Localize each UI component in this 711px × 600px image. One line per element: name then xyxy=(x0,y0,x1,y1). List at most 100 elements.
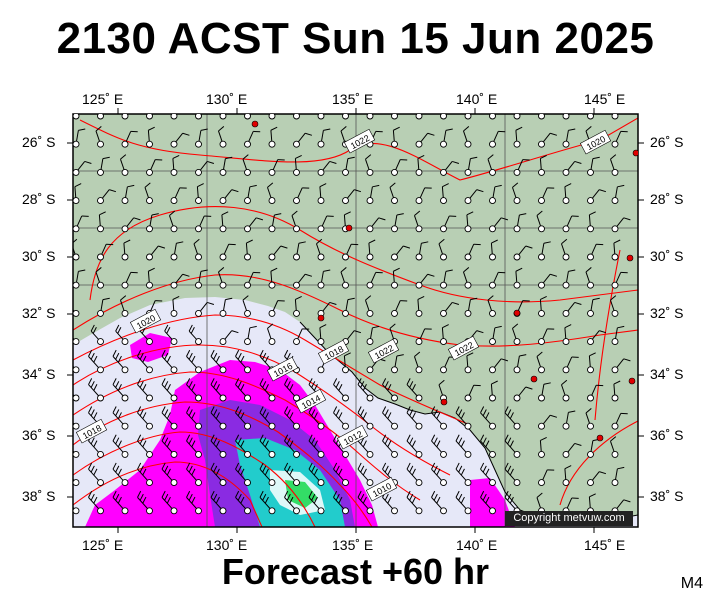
wind-barb-feather xyxy=(389,323,396,329)
wind-barb-feather xyxy=(78,269,86,272)
wind-barb-feather xyxy=(378,217,386,221)
station-marker xyxy=(244,394,251,402)
lat-label-26: 26˚ S xyxy=(22,134,56,150)
wind-barb-feather xyxy=(231,330,239,334)
wind-barb-feather xyxy=(382,406,387,414)
wind-barb-feather xyxy=(311,493,316,501)
station-marker xyxy=(317,168,325,176)
wind-barb-feather xyxy=(599,189,607,193)
wind-barb-feather xyxy=(623,499,631,503)
station-marker xyxy=(415,507,423,515)
wind-barb-feather xyxy=(494,184,502,188)
station-marker xyxy=(342,168,349,176)
station-marker xyxy=(342,394,349,402)
station-marker xyxy=(415,281,423,289)
station-marker xyxy=(121,309,129,317)
wind-barb-feather xyxy=(186,434,191,442)
wind-barb-feather xyxy=(507,437,512,445)
station-marker xyxy=(342,422,349,430)
station-marker xyxy=(587,197,594,205)
wind-barb-feather xyxy=(262,437,267,445)
town-marker xyxy=(626,254,634,262)
lat-label-28: 28˚ S xyxy=(22,191,56,207)
station-marker xyxy=(170,422,178,430)
wind-barb-feather xyxy=(433,493,438,501)
wind-barb-feather xyxy=(161,349,166,357)
wind-barb-feather xyxy=(617,325,625,329)
wind-barb-feather xyxy=(69,469,72,475)
wind-barb-feather xyxy=(515,267,523,272)
wind-barb-feather xyxy=(215,440,220,448)
station-marker xyxy=(219,422,227,430)
station-marker xyxy=(73,422,80,430)
wind-barb-feather xyxy=(550,273,558,277)
wind-barb-feather xyxy=(313,496,318,504)
station-marker xyxy=(538,366,545,374)
wind-barb-feather xyxy=(281,105,288,107)
wind-barb-feather xyxy=(112,434,117,442)
station-marker xyxy=(562,225,570,233)
station-marker xyxy=(513,366,521,374)
wind-barb-feather xyxy=(142,440,147,448)
station-marker xyxy=(464,366,472,374)
wind-barb-feather xyxy=(182,273,190,277)
station-marker xyxy=(268,479,276,487)
wind-barb-feather xyxy=(295,295,302,300)
station-marker xyxy=(538,197,545,205)
wind-barb-feather xyxy=(186,490,191,498)
wind-barb-feather xyxy=(213,437,218,445)
wind-barb-feather xyxy=(164,381,169,388)
wind-barb-feather xyxy=(476,189,484,193)
station-marker xyxy=(440,168,447,176)
station-marker xyxy=(219,338,227,346)
station-marker xyxy=(317,225,325,233)
station-marker xyxy=(366,309,374,317)
station-marker xyxy=(611,253,619,261)
wind-barb-feather xyxy=(207,160,215,164)
wind-barb-feather xyxy=(237,381,242,388)
station-marker xyxy=(587,309,594,317)
station-marker xyxy=(244,422,251,430)
wind-barb-feather xyxy=(360,493,365,501)
wind-barb-feather xyxy=(264,468,269,476)
station-marker xyxy=(121,253,129,261)
wind-barb-feather xyxy=(210,434,215,442)
wind-barb-feather xyxy=(231,189,239,193)
station-marker xyxy=(293,197,300,205)
wind-barb-feather xyxy=(536,492,543,498)
wind-barb-feather xyxy=(445,128,453,131)
wind-barb-feather xyxy=(148,126,155,131)
station-marker xyxy=(415,450,423,458)
lon-label-130-bottom: 130˚ E xyxy=(206,537,248,553)
station-marker xyxy=(391,114,398,120)
station-marker xyxy=(195,366,202,374)
wind-barb-feather xyxy=(166,384,171,391)
wind-barb-feather xyxy=(433,465,438,473)
station-marker xyxy=(366,168,374,176)
station-marker xyxy=(73,309,80,317)
station-marker xyxy=(73,394,80,402)
wind-barb-feather xyxy=(115,381,120,388)
wind-barb-feather xyxy=(71,98,76,103)
wind-barb-feather xyxy=(242,154,249,160)
lat-label-36: 36˚ S xyxy=(22,427,56,443)
station-marker xyxy=(195,140,202,148)
wind-barb-feather xyxy=(235,349,240,357)
wind-barb-feather xyxy=(215,355,220,363)
lat-label-30: 30˚ S xyxy=(22,248,56,264)
wind-barb-feather xyxy=(406,434,411,442)
wind-barb-feather xyxy=(335,381,340,388)
station-marker xyxy=(244,253,251,261)
station-marker xyxy=(146,366,153,374)
wind-barb-feather xyxy=(421,101,428,102)
station-marker xyxy=(73,281,80,289)
wind-barb-feather xyxy=(354,330,362,334)
wind-barb-feather xyxy=(617,184,625,188)
wind-barb-feather xyxy=(519,354,527,357)
station-marker xyxy=(97,225,104,233)
wind-barb-feather xyxy=(564,324,572,329)
wind-barb-feather xyxy=(509,412,514,419)
station-marker xyxy=(587,422,594,430)
wind-barb-feather xyxy=(340,267,347,273)
wind-barb-feather xyxy=(463,126,470,132)
